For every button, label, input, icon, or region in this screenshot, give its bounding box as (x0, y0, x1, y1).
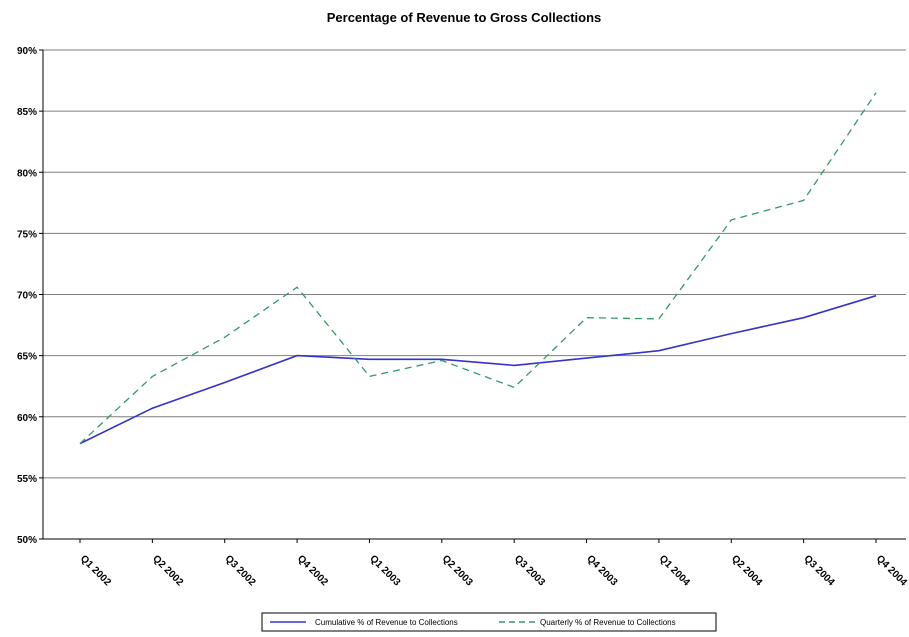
y-tick-label: 70% (17, 291, 37, 302)
legend-label-cumulative: Cumulative % of Revenue to Collections (315, 618, 458, 627)
cumulative-series-line (79, 294, 877, 445)
y-tick-label: 50% (17, 535, 37, 546)
x-tick-label: Q4 2003 (584, 553, 619, 588)
legend-label-quarterly: Quarterly % of Revenue to Collections (540, 618, 676, 627)
y-tick-label: 60% (17, 413, 37, 424)
gridlines (43, 49, 906, 479)
x-tick-label: Q3 2004 (802, 553, 837, 588)
y-tick-label: 85% (17, 107, 37, 118)
y-tick-label: 80% (17, 168, 37, 179)
series-lines (79, 92, 877, 445)
x-tick-label: Q4 2004 (874, 553, 909, 588)
x-tick-label: Q2 2004 (729, 553, 764, 588)
y-axis-ticks: 50% 55% 60% 65% 70% 75% 80% 85% 90% (17, 46, 43, 546)
chart-title: Percentage of Revenue to Gross Collectio… (327, 10, 602, 25)
y-tick-label: 55% (17, 474, 37, 485)
x-tick-label: Q3 2002 (223, 553, 258, 588)
x-tick-label: Q1 2002 (78, 553, 113, 588)
x-tick-label: Q3 2003 (512, 553, 547, 588)
legend: Cumulative % of Revenue to Collections Qu… (261, 612, 717, 632)
x-tick-label: Q1 2003 (367, 553, 402, 588)
y-tick-label: 90% (17, 46, 37, 57)
quarterly-series-line (79, 92, 877, 445)
y-tick-label: 75% (17, 229, 37, 240)
y-tick-label: 65% (17, 352, 37, 363)
x-axis-ticks: Q1 2002 Q2 2002 Q3 2002 Q4 2002 Q1 2003 Q2 20… (78, 539, 909, 589)
x-tick-label: Q1 2004 (657, 553, 692, 588)
x-tick-label: Q2 2003 (440, 553, 475, 588)
x-tick-label: Q2 2002 (150, 553, 185, 588)
legend-box (261, 612, 717, 632)
x-tick-label: Q4 2002 (295, 553, 330, 588)
